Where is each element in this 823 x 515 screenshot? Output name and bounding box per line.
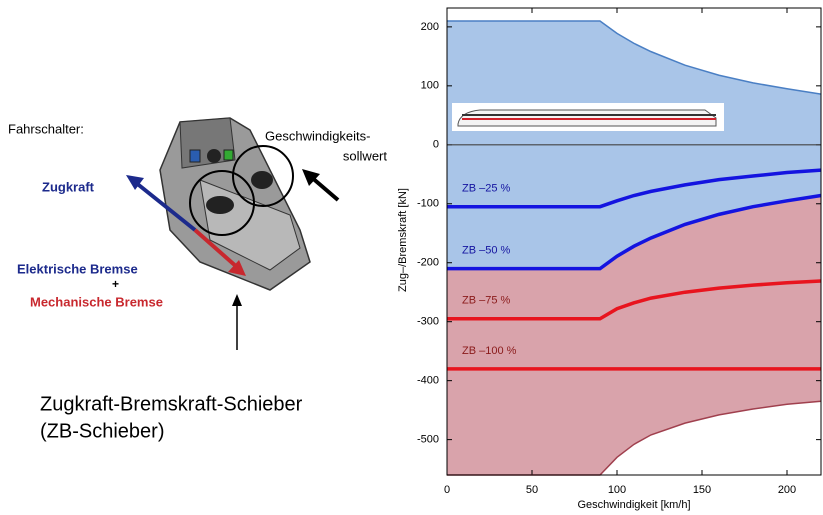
x-axis-label: Geschwindigkeit [km/h] [577, 499, 690, 511]
controller-illustration [126, 117, 340, 350]
y-tick-label: -100 [417, 198, 439, 210]
x-tick-label: 50 [526, 484, 538, 496]
series-label: ZB –75 % [462, 295, 511, 307]
series-label: ZB –50 % [462, 245, 511, 257]
plot-frame [446, 7, 822, 476]
mechanical-brake-label: Mechanische Bremse [30, 294, 163, 309]
y-tick-label: 0 [433, 139, 439, 151]
x-tick-label: 150 [693, 484, 711, 496]
x-tick-label: 200 [778, 484, 796, 496]
plot: 200 100 0 -100 -200 -300 -400 -500 0 50 100 150 200 Z… [417, 7, 822, 496]
controller-label: Fahrschalter: [8, 121, 84, 136]
series-label: ZB –100 % [462, 345, 517, 357]
plus: + [112, 277, 119, 291]
y-tick-label: -400 [417, 375, 439, 387]
x-tick-label: 100 [608, 484, 626, 496]
traction-label: Zugkraft [42, 179, 95, 194]
line [447, 400, 822, 476]
series-label: ZB –25 % [462, 183, 511, 195]
area [447, 195, 821, 475]
line [447, 20, 822, 95]
y-tick-label: -200 [417, 257, 439, 269]
slider-label: (ZB-Schieber) [40, 420, 164, 442]
y-tick-label: -500 [417, 434, 439, 446]
y-tick-label: 200 [421, 21, 439, 33]
electric-brake-label: Elektrische Bremse [17, 261, 138, 276]
speed-label: sollwert [343, 148, 387, 163]
y-axis-label: Zug–/Bremskraft [kN] [397, 188, 409, 292]
line [447, 193, 822, 271]
y-tick-label: -300 [417, 316, 439, 328]
slider-label: Zugkraft-Bremskraft-Schieber [40, 393, 303, 415]
speed-label: Geschwindigkeits- [265, 128, 371, 143]
line [447, 279, 822, 321]
x-tick-label: 0 [444, 484, 450, 496]
y-tick-label: 100 [421, 80, 439, 92]
line [447, 168, 822, 209]
